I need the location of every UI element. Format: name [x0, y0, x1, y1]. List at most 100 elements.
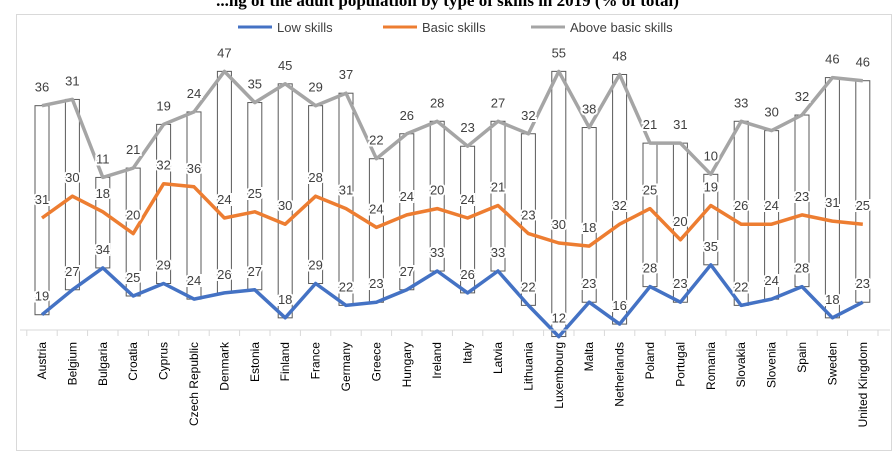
range-bar-austria — [34, 105, 50, 316]
range-bar-germany — [338, 92, 354, 306]
x-tick-label-malta: Malta — [582, 342, 596, 372]
data-label-above-ireland: 28 — [430, 95, 444, 110]
data-label-above-poland: 21 — [643, 117, 657, 132]
data-label-above-finland: 45 — [278, 58, 292, 73]
data-label-basic-croatia: 20 — [126, 208, 140, 223]
x-tick-label-germany: Germany — [339, 342, 353, 391]
data-label-above-sweden: 46 — [825, 52, 839, 67]
data-label-low-germany: 22 — [339, 279, 353, 294]
data-label-low-finland: 18 — [278, 292, 292, 307]
data-label-basic-italy: 24 — [460, 192, 474, 207]
data-label-basic-czech-republic: 36 — [187, 161, 201, 176]
data-label-above-estonia: 35 — [248, 77, 262, 92]
data-label-low-austria: 19 — [35, 289, 49, 304]
data-label-basic-united-kingdom: 25 — [856, 198, 870, 213]
data-label-basic-romania: 19 — [704, 180, 718, 195]
data-label-low-romania: 35 — [704, 239, 718, 254]
data-label-basic-netherlands: 32 — [612, 198, 626, 213]
chart-title: ...ng of the adult population by type of… — [216, 0, 679, 10]
x-tick-label-slovenia: Slovenia — [765, 342, 779, 388]
series-line-low-skills — [40, 263, 864, 339]
data-label-above-netherlands: 48 — [612, 48, 626, 63]
chart-legend: Low skills Basic skills Above basic skills — [238, 20, 673, 35]
range-bar-czech-republic — [186, 111, 202, 300]
data-label-above-lithuania: 32 — [521, 108, 535, 123]
data-label-above-luxembourg: 55 — [552, 45, 566, 60]
data-label-low-italy: 26 — [460, 267, 474, 282]
data-label-basic-germany: 31 — [339, 183, 353, 198]
data-label-basic-portugal: 20 — [673, 214, 687, 229]
data-label-low-belgium: 27 — [65, 264, 79, 279]
data-label-basic-greece: 24 — [369, 201, 383, 216]
data-label-above-italy: 23 — [460, 120, 474, 135]
series-lines — [40, 69, 864, 339]
data-label-low-united-kingdom: 23 — [856, 276, 870, 291]
chart-frame — [16, 14, 892, 451]
data-label-basic-ireland: 20 — [430, 183, 444, 198]
data-label-above-latvia: 27 — [491, 95, 505, 110]
data-label-low-luxembourg: 12 — [552, 311, 566, 326]
series-line-above-basic-skills — [41, 69, 863, 180]
data-label-basic-latvia: 21 — [491, 180, 505, 195]
x-tick-label-austria: Austria — [35, 342, 49, 380]
data-label-above-france: 29 — [308, 80, 322, 95]
data-label-low-france: 29 — [308, 258, 322, 273]
range-bar-luxembourg — [551, 70, 567, 338]
data-label-basic-lithuania: 23 — [521, 208, 535, 223]
data-label-above-cyprus: 19 — [156, 98, 170, 113]
x-tick-label-ireland: Ireland — [430, 342, 444, 379]
x-tick-label-lithuania: Lithuania — [521, 342, 535, 391]
data-label-above-croatia: 21 — [126, 142, 140, 157]
x-tick-label-poland: Poland — [643, 342, 657, 379]
x-tick-label-czech-republic: Czech Republic — [187, 342, 201, 426]
data-label-low-greece: 23 — [369, 276, 383, 291]
data-label-low-estonia: 27 — [248, 264, 262, 279]
x-tick-label-luxembourg: Luxembourg — [552, 342, 566, 409]
data-label-low-bulgaria: 34 — [96, 242, 110, 257]
x-tick-label-bulgaria: Bulgaria — [96, 342, 110, 386]
data-label-low-hungary: 27 — [400, 264, 414, 279]
data-label-basic-luxembourg: 30 — [552, 217, 566, 232]
x-tick-label-croatia: Croatia — [126, 342, 140, 381]
x-tick-label-belgium: Belgium — [65, 342, 79, 385]
x-tick-label-denmark: Denmark — [217, 341, 231, 391]
x-tick-label-estonia: Estonia — [248, 342, 262, 382]
data-labels: 36 31 19 31 30 27 11 18 34 21 20 25 19 32 29 24 36 24 47 24… — [33, 43, 872, 327]
x-tick-label-united-kingdom: United Kingdom — [856, 342, 870, 427]
legend-label-above-basic-skills: Above basic skills — [570, 20, 673, 35]
legend-label-low-skills: Low skills — [277, 20, 333, 35]
x-tick-label-spain: Spain — [795, 342, 809, 373]
data-label-low-portugal: 23 — [673, 276, 687, 291]
x-tick-label-sweden: Sweden — [825, 342, 839, 385]
data-label-above-czech-republic: 24 — [187, 86, 201, 101]
legend-label-basic-skills: Basic skills — [422, 20, 486, 35]
x-tick-label-italy: Italy — [461, 342, 475, 364]
data-label-above-united-kingdom: 46 — [856, 55, 870, 70]
x-tick-label-hungary: Hungary — [400, 342, 414, 387]
x-tick-label-portugal: Portugal — [673, 342, 687, 387]
data-label-above-greece: 22 — [369, 133, 383, 148]
data-label-above-hungary: 26 — [400, 108, 414, 123]
data-label-low-czech-republic: 24 — [187, 273, 201, 288]
data-label-basic-slovakia: 26 — [734, 198, 748, 213]
data-label-above-malta: 38 — [582, 102, 596, 117]
range-bar-slovakia — [733, 120, 749, 306]
x-axis-ticks: Austria Belgium Bulgaria Croatia Cyprus Czech… — [26, 330, 879, 427]
data-label-above-bulgaria: 11 — [96, 151, 110, 166]
data-label-above-slovakia: 33 — [734, 95, 748, 110]
range-bar-united-kingdom — [855, 80, 871, 303]
data-label-above-portugal: 31 — [673, 117, 687, 132]
data-label-above-denmark: 47 — [217, 45, 231, 60]
data-label-basic-denmark: 24 — [217, 192, 231, 207]
data-label-above-austria: 36 — [35, 80, 49, 95]
data-label-basic-bulgaria: 18 — [96, 186, 110, 201]
data-label-low-cyprus: 29 — [156, 258, 170, 273]
data-label-basic-finland: 30 — [278, 198, 292, 213]
data-label-basic-poland: 25 — [643, 183, 657, 198]
data-label-low-slovakia: 22 — [734, 279, 748, 294]
data-label-low-ireland: 33 — [430, 245, 444, 260]
x-tick-label-romania: Romania — [704, 342, 718, 390]
x-tick-label-greece: Greece — [369, 342, 383, 382]
series-line-basic-skills — [40, 181, 863, 248]
